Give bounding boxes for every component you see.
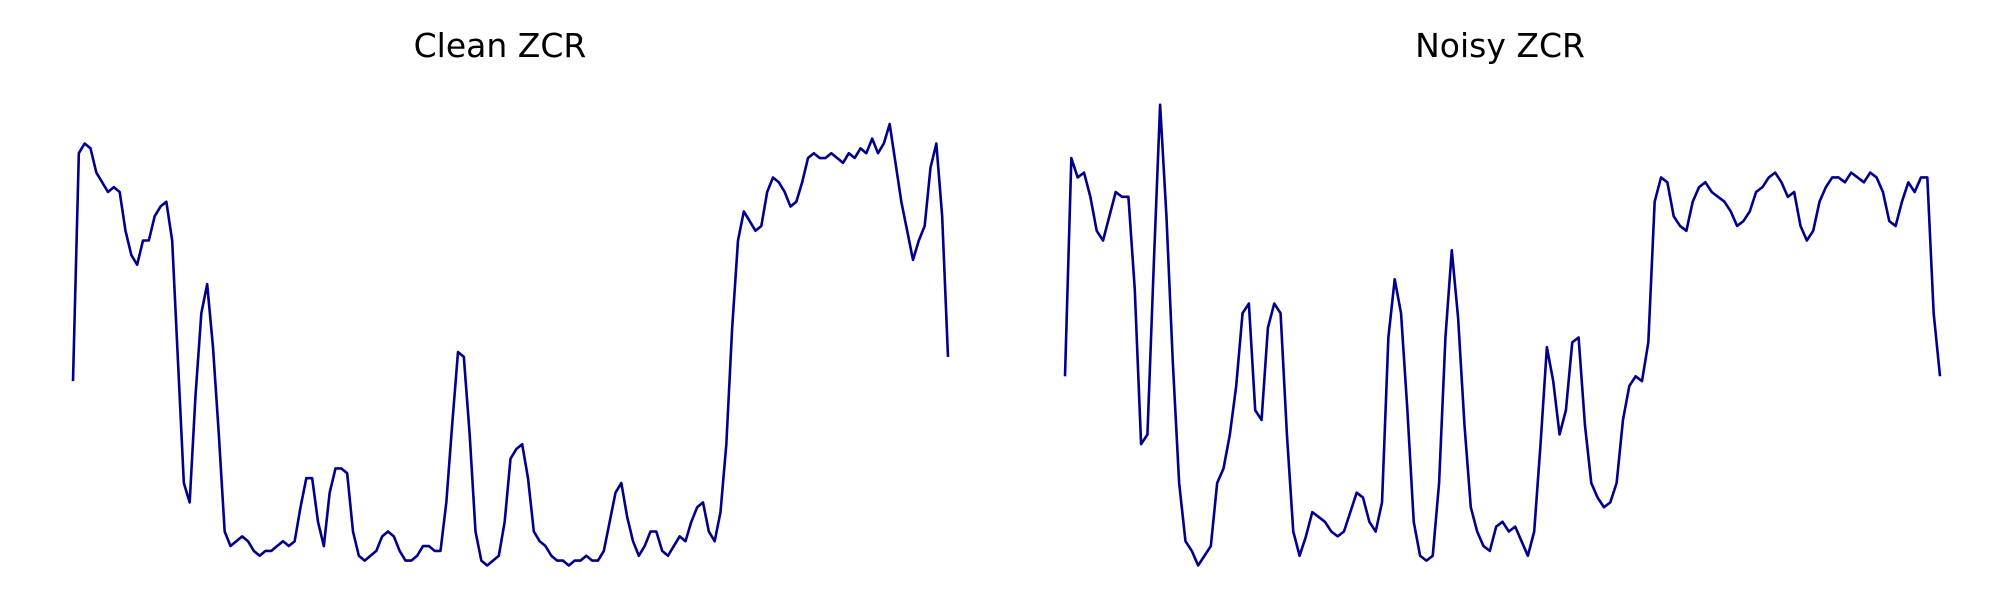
chart-panel-clean: Clean ZCR — [71, 26, 950, 567]
zcr-series-line — [71, 122, 950, 567]
chart-panel-noisy: Noisy ZCR — [1000, 0, 2000, 600]
chart-title: Noisy ZCR — [1415, 26, 1585, 65]
chart-plot-area — [1063, 103, 1942, 567]
chart-title: Clean ZCR — [413, 26, 587, 65]
chart-plot-area — [71, 122, 950, 567]
zcr-series-line — [1063, 103, 1942, 567]
